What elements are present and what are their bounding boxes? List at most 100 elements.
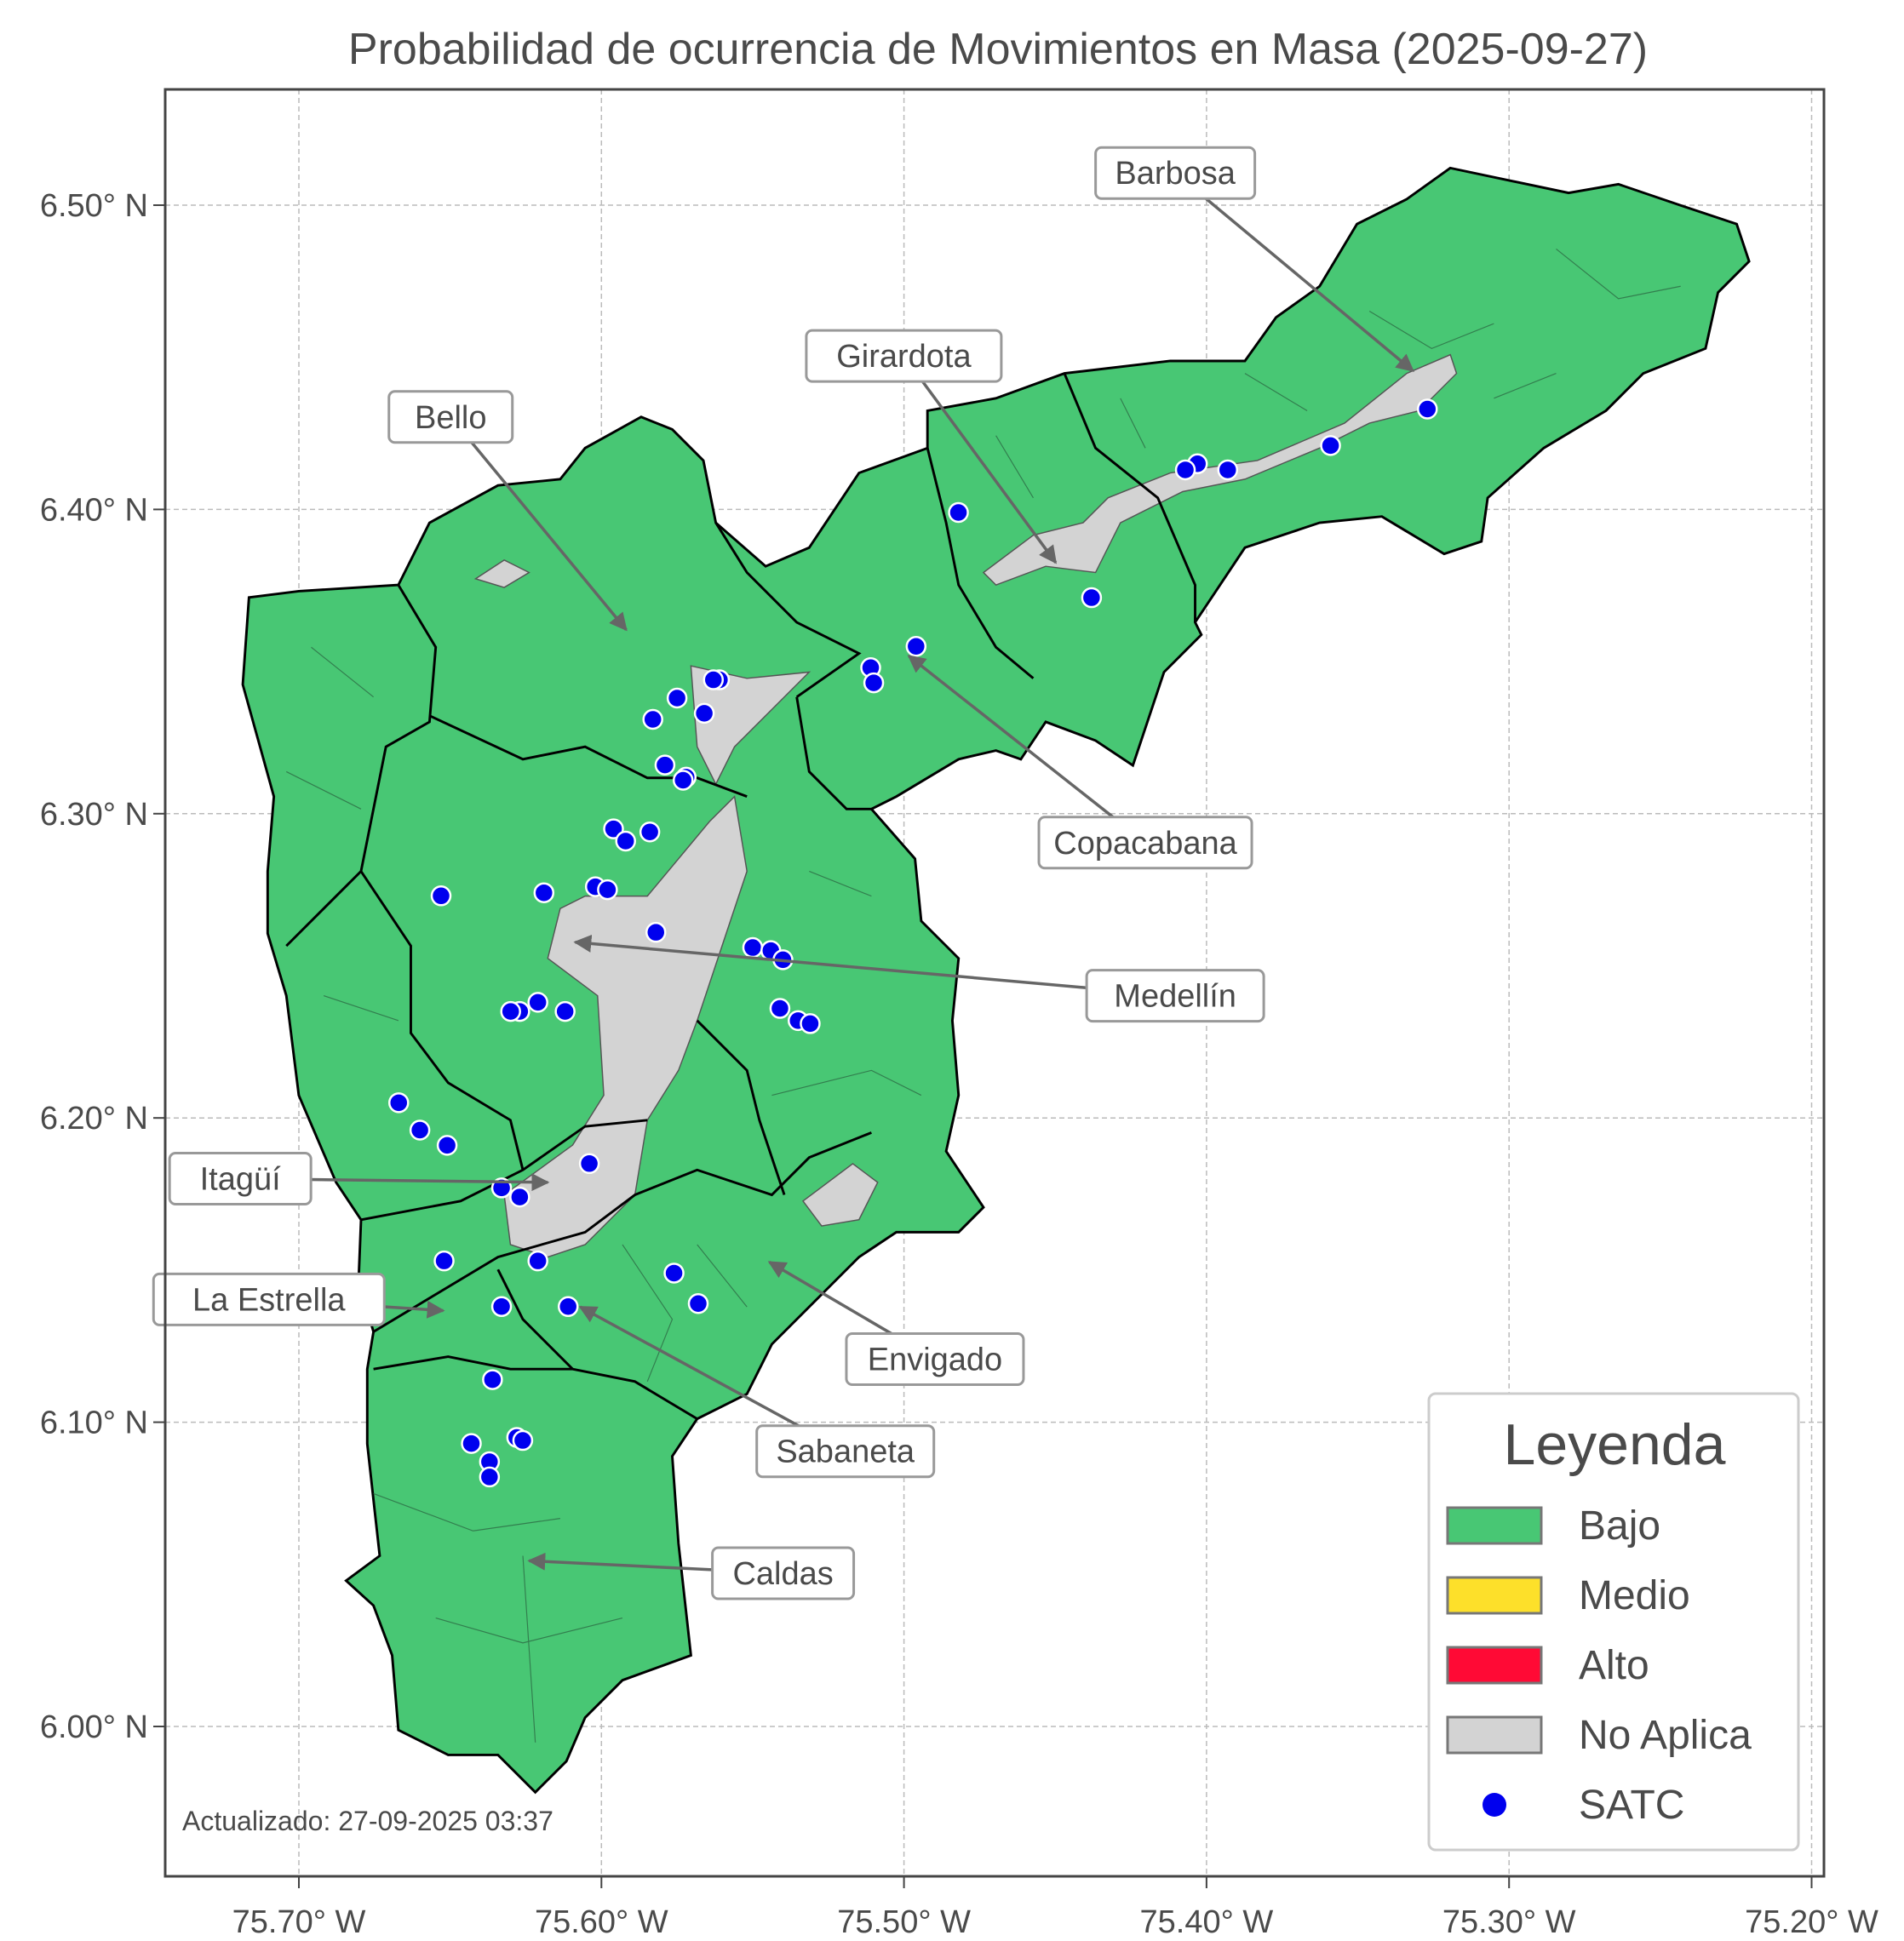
legend: Leyenda Bajo Medio Alto No Aplica SATC (1427, 1392, 1800, 1852)
satc-station-point[interactable] (703, 669, 725, 690)
annotation-box (755, 1424, 936, 1479)
no-aplica-envigado-patch (801, 1163, 879, 1227)
satc-station-point[interactable] (639, 821, 661, 843)
municipal-boundaries (285, 373, 1196, 1420)
annotation-arrow (903, 355, 1058, 564)
annotation-sabaneta: Sabaneta (578, 1305, 936, 1479)
satc-station-point[interactable] (527, 1250, 548, 1272)
no-aplica-bello-patch (473, 559, 530, 588)
satc-station-point[interactable] (687, 1292, 709, 1314)
legend-item-bajo: Bajo (1446, 1503, 1660, 1549)
satc-station-point[interactable] (461, 1433, 482, 1454)
satc-station-point[interactable] (645, 921, 667, 943)
no-aplica-medellin-urban (503, 795, 748, 1258)
no-aplica-bello-urban (690, 665, 811, 786)
legend-item-medio: Medio (1446, 1573, 1690, 1618)
satc-station-point[interactable] (615, 830, 636, 852)
annotation-la-estrella: La Estrella (152, 1272, 445, 1326)
satc-station-point[interactable] (1320, 435, 1341, 456)
municipality-annotations: Barbosa Girardota Bello Copacabana Medellín I… (152, 146, 1414, 1600)
satc-station-point[interactable] (436, 1135, 458, 1156)
satc-station-point[interactable] (693, 702, 715, 724)
satc-station-point[interactable] (905, 635, 927, 657)
satc-station-point[interactable] (603, 818, 624, 839)
annotation-envigado: Envigado (767, 1260, 1025, 1387)
x-tick-label: 75.20° W (1745, 1904, 1878, 1940)
y-tick-label: 6.20° N (40, 1101, 148, 1137)
municipality-label: La Estrella (192, 1282, 346, 1318)
satc-station-point[interactable] (387, 1092, 410, 1114)
annotation-bello: Bello (387, 390, 628, 632)
annotation-box (1094, 146, 1257, 200)
satc-station-point[interactable] (769, 998, 791, 1019)
satc-station-point[interactable] (578, 1153, 600, 1175)
legend-label: Medio (1579, 1573, 1690, 1618)
gridlines: 75.70° W 75.60° W 75.50° W 75.40° W 75.30° W… (40, 89, 1878, 1940)
satc-station-point[interactable] (409, 1119, 431, 1141)
legend-label: No Aplica (1579, 1713, 1752, 1758)
satc-station-point[interactable] (800, 1013, 821, 1034)
satc-station-point[interactable] (1417, 398, 1438, 420)
satc-station-point[interactable] (500, 1000, 521, 1022)
municipality-label: Caldas (732, 1556, 833, 1592)
satc-station-point[interactable] (666, 687, 688, 709)
legend-label: Bajo (1579, 1503, 1660, 1549)
satc-station-point[interactable] (479, 1466, 501, 1488)
annotation-arrow (449, 415, 628, 632)
x-tick-label: 75.30° W (1442, 1904, 1576, 1940)
annotation-itag-: Itagüí (168, 1152, 550, 1206)
satc-station-point[interactable] (642, 708, 663, 730)
legend-item-alto: Alto (1446, 1643, 1649, 1688)
satc-station-point[interactable] (672, 770, 694, 791)
annotation-medell-n: Medellín (573, 934, 1265, 1023)
legend-label: SATC (1579, 1783, 1684, 1828)
satc-station-point[interactable] (512, 1429, 534, 1451)
satc-station-point[interactable] (1174, 459, 1196, 481)
satc-station-point[interactable] (490, 1296, 513, 1318)
satc-station-point[interactable] (863, 672, 885, 694)
satc-station-point[interactable] (597, 879, 618, 901)
y-tick-label: 6.00° N (40, 1709, 148, 1745)
annotation-arrow (1174, 171, 1414, 373)
vereda-boundaries (285, 248, 1681, 1743)
satc-station-point[interactable] (430, 885, 452, 907)
y-tick-label: 6.40° N (40, 492, 148, 528)
legend-swatch (1446, 1715, 1543, 1755)
annotation-box (168, 1152, 313, 1206)
municipality-label: Medellín (1114, 979, 1236, 1015)
legend-swatch (1446, 1506, 1543, 1545)
satc-station-point[interactable] (557, 1296, 579, 1318)
satc-station-point[interactable] (527, 992, 548, 1013)
satc-station-point[interactable] (433, 1250, 455, 1272)
annotation-copacabana: Copacabana (907, 655, 1253, 870)
satc-station-point[interactable] (948, 501, 969, 524)
legend-marker (1482, 1793, 1506, 1817)
satc-station-point[interactable] (1081, 587, 1103, 609)
satc-station-point[interactable] (482, 1369, 503, 1390)
satc-station-point[interactable] (554, 1000, 576, 1022)
municipality-label: Bello (415, 400, 487, 436)
satc-station-point[interactable] (533, 882, 555, 903)
municipality-label: Barbosa (1115, 156, 1236, 192)
municipality-label: Sabaneta (776, 1434, 915, 1470)
legend-label: Alto (1579, 1643, 1649, 1688)
legend-title: Leyenda (1504, 1412, 1726, 1477)
municipality-label: Itagüí (200, 1162, 282, 1198)
municipality-label: Copacabana (1053, 826, 1237, 862)
annotation-arrow (907, 655, 1147, 845)
annotation-barbosa: Barbosa (1094, 146, 1414, 373)
legend-swatch (1446, 1646, 1543, 1685)
legend-swatch (1446, 1576, 1543, 1615)
satc-station-point[interactable] (742, 936, 764, 959)
satc-station-point[interactable] (1217, 459, 1239, 481)
satc-station-point[interactable] (509, 1186, 530, 1208)
y-tick-label: 6.10° N (40, 1406, 148, 1441)
annotation-box (1085, 969, 1265, 1023)
annotation-box (805, 329, 1003, 383)
satc-station-point[interactable] (654, 754, 676, 776)
region-bajo-area (241, 166, 1751, 1795)
map-title: Probabilidad de ocurrencia de Movimiento… (348, 25, 1648, 74)
legend-item-satc: SATC (1482, 1783, 1684, 1828)
satc-station-point[interactable] (663, 1263, 685, 1284)
